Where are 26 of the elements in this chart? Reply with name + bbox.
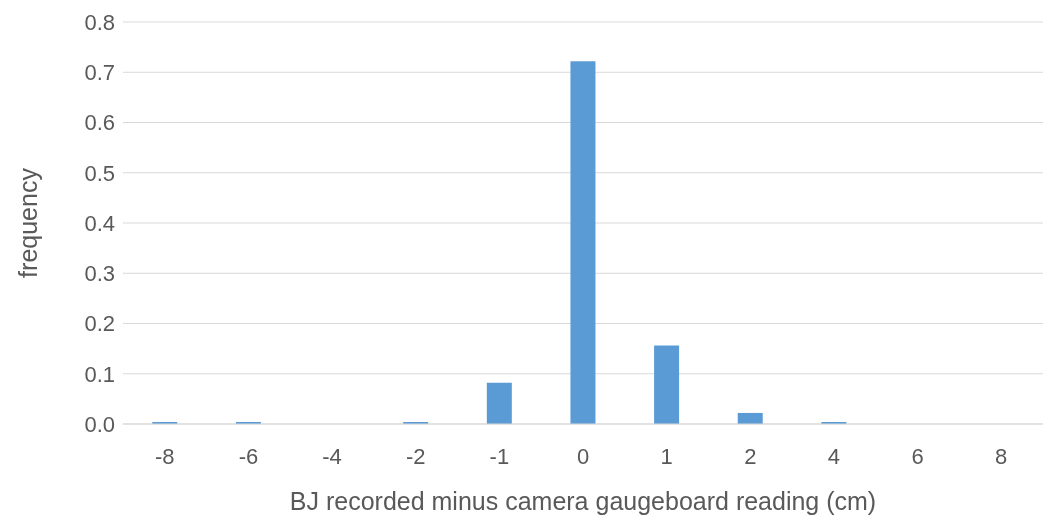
x-tick-label: 6 bbox=[911, 443, 924, 469]
y-tick-label: 0.8 bbox=[84, 9, 115, 35]
x-tick-label: 4 bbox=[827, 443, 841, 469]
x-tick-label: -6 bbox=[238, 443, 259, 469]
y-tick-label: 0.2 bbox=[84, 311, 115, 337]
y-tick-label: 0.5 bbox=[84, 160, 115, 186]
y-tick-label: 0.6 bbox=[84, 110, 115, 136]
bar bbox=[737, 412, 763, 424]
x-tick-label: -2 bbox=[405, 443, 426, 469]
y-tick-label: 0.7 bbox=[84, 60, 115, 86]
y-tick-label: 0.4 bbox=[84, 210, 115, 236]
y-tick-label: 0.3 bbox=[84, 261, 115, 287]
x-tick-label: -8 bbox=[155, 443, 175, 469]
bar bbox=[654, 345, 680, 424]
x-tick-label: -4 bbox=[322, 443, 342, 469]
x-tick-label: 2 bbox=[744, 443, 757, 469]
y-tick-label: 0.1 bbox=[84, 361, 115, 387]
x-tick-label: -1 bbox=[489, 443, 510, 469]
y-tick-label: 0.0 bbox=[84, 411, 115, 437]
y-axis-title: frequency bbox=[13, 167, 42, 278]
x-tick-label: 8 bbox=[995, 443, 1008, 469]
x-axis-title: BJ recorded minus camera gaugeboard reading (cm) bbox=[289, 487, 877, 515]
x-tick-label: 1 bbox=[660, 443, 673, 469]
bar bbox=[486, 382, 512, 424]
x-tick-label: 0 bbox=[576, 443, 590, 469]
bar bbox=[570, 61, 596, 424]
